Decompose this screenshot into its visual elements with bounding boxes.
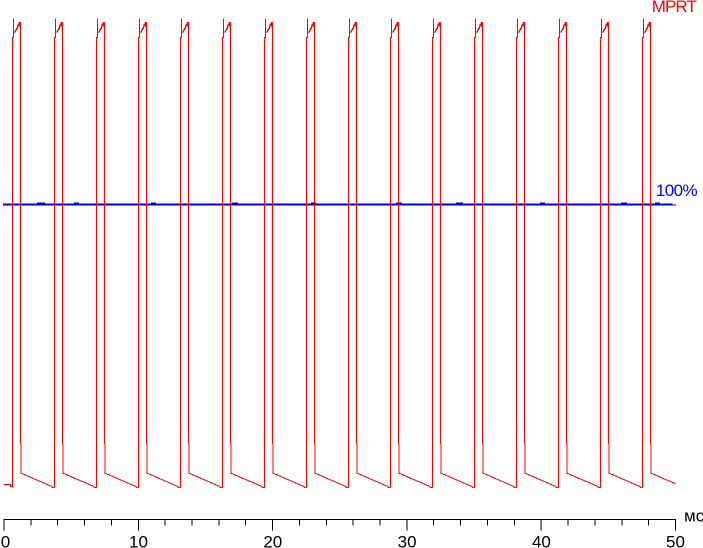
svg-text:50: 50 [666, 533, 685, 548]
svg-text:0: 0 [1, 533, 10, 548]
svg-text:мс: мс [684, 507, 703, 526]
svg-text:10: 10 [129, 533, 148, 548]
svg-text:100%: 100% [656, 181, 698, 200]
svg-text:30: 30 [398, 533, 417, 548]
svg-text:20: 20 [263, 533, 282, 548]
svg-text:MPRT: MPRT [652, 0, 697, 16]
svg-text:40: 40 [532, 533, 551, 548]
